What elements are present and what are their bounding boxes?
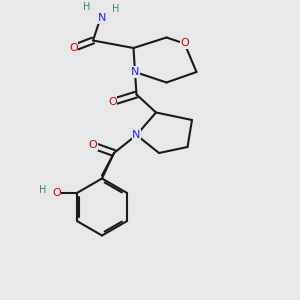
Text: H: H — [83, 2, 91, 13]
Text: O: O — [52, 188, 61, 198]
Text: N: N — [131, 67, 139, 77]
Text: O: O — [88, 140, 98, 151]
Text: N: N — [98, 13, 106, 23]
Text: O: O — [108, 97, 117, 107]
Text: O: O — [69, 43, 78, 53]
Text: O: O — [180, 38, 189, 49]
Text: H: H — [38, 185, 46, 195]
Text: H: H — [112, 4, 120, 14]
Text: N: N — [132, 130, 141, 140]
